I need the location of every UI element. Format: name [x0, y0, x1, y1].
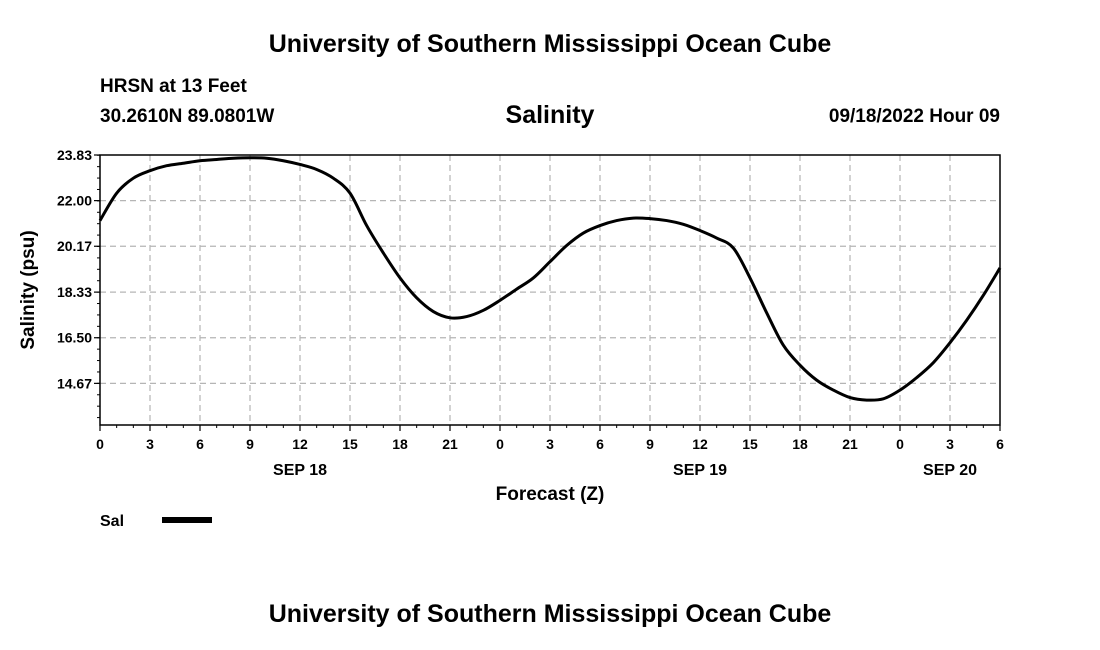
- series-layer: [98, 156, 1002, 402]
- x-tick-label: 3: [546, 436, 554, 452]
- series-line-salinity: [98, 156, 1002, 402]
- x-tick-labels: 0 3 6 9 12 15 18 21 0 3 6 9 12 15 18 21 0 3 6: [96, 436, 1004, 452]
- x-tick-label: 3: [946, 436, 954, 452]
- x-tick-label: 6: [196, 436, 204, 452]
- x-tick-label: 0: [496, 436, 504, 452]
- date-label: SEP 18: [273, 462, 327, 479]
- y-tick-label: 23.83: [57, 147, 92, 163]
- coordinates-label: 30.2610N 89.0801W: [100, 106, 275, 127]
- minor-ticks: [94, 154, 1001, 431]
- y-tick-label: 14.67: [57, 375, 92, 391]
- y-tick-label: 22.00: [57, 193, 92, 209]
- chart-title: Salinity: [505, 101, 595, 129]
- x-tick-label: 15: [742, 436, 758, 452]
- x-tick-label: 6: [596, 436, 604, 452]
- date-label: SEP 20: [923, 462, 977, 479]
- footer-title: University of Southern Mississippi Ocean…: [268, 600, 832, 628]
- y-tick-labels: 23.83 22.00 20.17 18.33 16.50 14.67: [57, 147, 92, 391]
- x-tick-label: 6: [996, 436, 1004, 452]
- x-tick-label: 9: [246, 436, 254, 452]
- x-tick-label: 0: [96, 436, 104, 452]
- legend-label: Sal: [100, 513, 124, 530]
- x-tick-label: 3: [146, 436, 154, 452]
- x-tick-label: 18: [792, 436, 808, 452]
- datetime-label: 09/18/2022 Hour 09: [828, 106, 1000, 127]
- y-tick-label: 18.33: [57, 284, 92, 300]
- grid-lines: [100, 155, 1000, 425]
- date-labels: SEP 18 SEP 19 SEP 20: [273, 462, 977, 479]
- x-tick-label: 9: [646, 436, 654, 452]
- x-tick-label: 12: [292, 436, 308, 452]
- x-tick-label: 21: [442, 436, 458, 452]
- y-tick-label: 20.17: [57, 238, 92, 254]
- plot-frame: [99, 154, 1001, 426]
- x-tick-label: 21: [842, 436, 858, 452]
- y-axis-label: Salinity (psu): [18, 230, 39, 349]
- x-tick-label: 15: [342, 436, 358, 452]
- x-tick-label: 0: [896, 436, 904, 452]
- y-tick-label: 16.50: [57, 330, 92, 346]
- date-label: SEP 19: [673, 462, 727, 479]
- x-tick-label: 12: [692, 436, 708, 452]
- page-title: University of Southern Mississippi Ocean…: [268, 30, 832, 58]
- x-axis-label: Forecast (Z): [496, 484, 605, 505]
- station-label: HRSN at 13 Feet: [100, 76, 247, 97]
- x-tick-label: 18: [392, 436, 408, 452]
